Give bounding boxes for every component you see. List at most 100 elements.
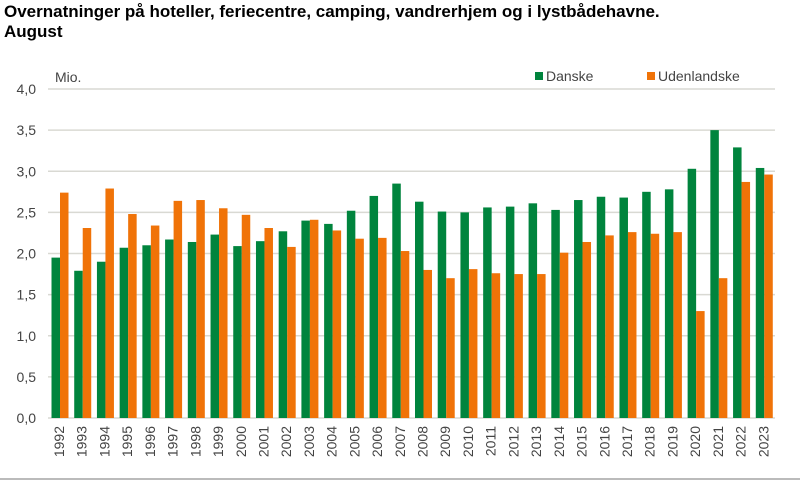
x-tick-label: 2001 <box>255 426 271 457</box>
x-tick-label: 2003 <box>301 426 317 457</box>
bar-udenlandske-2013 <box>537 274 546 418</box>
x-tick-label: 2000 <box>233 426 249 457</box>
bar-udenlandske-2019 <box>673 232 682 418</box>
bar-danske-2015 <box>574 200 583 418</box>
bar-udenlandske-2016 <box>605 235 614 418</box>
bar-udenlandske-2014 <box>559 252 569 418</box>
x-tick-label: 2007 <box>392 426 408 457</box>
bars <box>51 130 773 418</box>
bar-danske-2014 <box>551 209 560 418</box>
y-tick-labels: 0,0 0,5 1,0 1,5 2,0 2,5 3,0 3,5 4,0 <box>17 81 37 426</box>
bar-udenlandske-2003 <box>309 219 319 418</box>
chart-title-line2: August <box>4 22 63 41</box>
x-tick-label: 1998 <box>187 426 203 457</box>
bar-danske-2004 <box>324 223 333 418</box>
bar-udenlandske-2000 <box>241 214 251 418</box>
bar-danske-2016 <box>596 196 606 418</box>
bar-danske-2010 <box>460 212 469 418</box>
x-tick-label: 2008 <box>415 426 431 457</box>
bar-udenlandske-1993 <box>82 228 92 418</box>
bar-udenlandske-2006 <box>378 237 387 418</box>
x-tick-label: 2009 <box>437 426 453 457</box>
bar-danske-2008 <box>415 201 424 418</box>
bar-udenlandske-2020 <box>696 311 705 418</box>
bar-udenlandske-2021 <box>718 278 728 418</box>
x-tick-label: 1993 <box>74 426 90 457</box>
x-tick-label: 2005 <box>346 426 362 457</box>
x-tick-label: 2004 <box>324 426 340 457</box>
bar-danske-2001 <box>255 241 265 418</box>
x-tick-label: 2017 <box>619 426 635 457</box>
legend-swatch-udenlandske <box>647 72 655 80</box>
y-tick-label: 2,5 <box>17 204 37 220</box>
x-tick-label: 2012 <box>505 426 521 457</box>
bar-udenlandske-2011 <box>491 273 501 418</box>
y-tick-label: 0,5 <box>17 369 37 385</box>
y-tick-label: 1,0 <box>17 328 37 344</box>
bar-udenlandske-1998 <box>196 200 205 418</box>
bar-udenlandske-2005 <box>355 238 364 418</box>
bar-danske-1996 <box>142 245 151 418</box>
bar-udenlandske-1994 <box>105 188 114 418</box>
bar-danske-2018 <box>642 191 651 418</box>
legend-label-danske: Danske <box>546 68 594 84</box>
x-tick-label: 1999 <box>210 426 226 457</box>
bar-udenlandske-2017 <box>627 232 637 418</box>
x-tick-label: 2002 <box>278 426 294 457</box>
bar-danske-2021 <box>710 130 719 418</box>
bar-udenlandske-1995 <box>128 214 137 418</box>
x-tick-label: 2022 <box>733 426 749 457</box>
bar-danske-2000 <box>233 246 242 418</box>
bar-danske-2013 <box>528 203 538 418</box>
x-tick-label: 2020 <box>687 426 703 457</box>
x-tick-label: 1995 <box>119 426 135 457</box>
bar-udenlandske-2007 <box>400 251 410 418</box>
bar-danske-2022 <box>733 147 742 418</box>
bar-danske-2002 <box>278 231 288 418</box>
bar-danske-1995 <box>119 247 129 418</box>
bar-danske-2023 <box>755 167 765 418</box>
y-axis-label: Mio. <box>55 69 81 85</box>
bar-danske-2009 <box>437 211 447 418</box>
bar-udenlandske-1999 <box>219 208 228 418</box>
bar-danske-1993 <box>74 270 83 418</box>
x-tick-label: 2016 <box>596 426 612 457</box>
y-tick-label: 3,5 <box>17 122 37 138</box>
legend-swatch-danske <box>535 72 543 80</box>
x-tick-label: 2021 <box>710 426 726 457</box>
x-tick-label: 2006 <box>369 426 385 457</box>
legend: Danske Udenlandske <box>535 68 740 84</box>
bar-udenlandske-1992 <box>60 192 69 418</box>
bar-danske-2006 <box>369 195 379 418</box>
bar-udenlandske-2010 <box>468 269 478 418</box>
bar-danske-2011 <box>483 207 492 418</box>
y-tick-label: 1,5 <box>17 287 37 303</box>
bar-udenlandske-2008 <box>423 269 432 418</box>
bar-danske-2019 <box>664 189 674 418</box>
y-tick-label: 0,0 <box>17 410 37 426</box>
bar-udenlandske-2012 <box>514 274 523 418</box>
bar-danske-1992 <box>51 257 60 418</box>
x-tick-label: 2018 <box>642 426 658 457</box>
x-tick-label: 1997 <box>165 426 181 457</box>
bar-udenlandske-2022 <box>741 181 751 418</box>
bar-udenlandske-2009 <box>446 278 455 418</box>
bar-udenlandske-2023 <box>764 174 773 418</box>
x-tick-label: 2010 <box>460 426 476 457</box>
x-tick-labels: 1992 1993 1994 1995 1996 1997 1998 1999 2000 2001… <box>51 426 771 457</box>
x-tick-label: 2013 <box>528 426 544 457</box>
bar-danske-2017 <box>619 197 628 418</box>
bar-danske-2012 <box>505 206 515 418</box>
x-tick-label: 2023 <box>755 426 771 457</box>
bar-udenlandske-1997 <box>173 200 183 418</box>
bar-danske-2007 <box>392 183 401 418</box>
bar-danske-2020 <box>687 168 697 418</box>
chart-title-line1: Overnatninger på hoteller, feriecentre, … <box>4 2 660 21</box>
x-tick-label: 2015 <box>574 426 590 457</box>
y-tick-label: 2,0 <box>17 246 37 262</box>
bar-udenlandske-2015 <box>582 241 592 418</box>
bar-danske-1994 <box>96 261 106 418</box>
bar-danske-1999 <box>210 234 220 418</box>
x-tick-label: 2014 <box>551 426 567 457</box>
